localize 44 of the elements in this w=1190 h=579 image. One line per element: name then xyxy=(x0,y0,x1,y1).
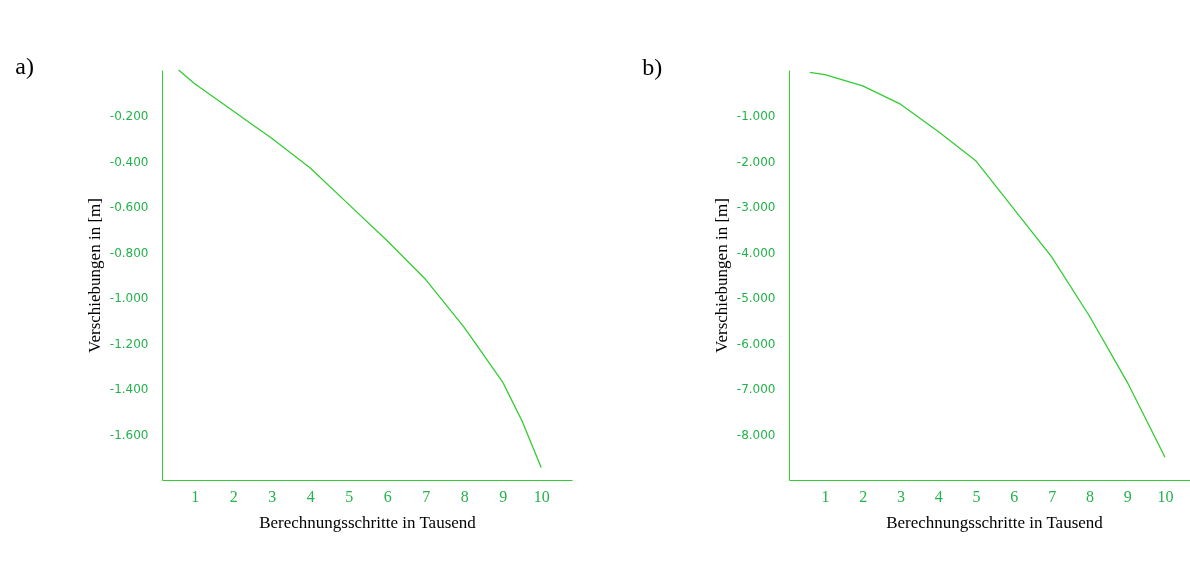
x-tick-label: 5 xyxy=(345,487,354,505)
x-tick-label: 3 xyxy=(896,487,905,505)
y-tick-label: -1.600 xyxy=(109,427,149,442)
line-series xyxy=(809,71,1166,458)
y-tick-label: -5.000 xyxy=(736,291,776,306)
x-tick-label: 4 xyxy=(934,487,943,505)
x-tick-label: 2 xyxy=(859,487,868,505)
chart-title: a) xyxy=(15,53,34,80)
y-tick-label: -1.000 xyxy=(736,109,776,124)
y-tick-label: -8.000 xyxy=(736,427,776,442)
y-tick-label: -0.200 xyxy=(109,109,149,124)
x-tick-label: 7 xyxy=(1048,487,1057,505)
x-tick-label: 1 xyxy=(821,487,830,505)
y-tick-label: -7.000 xyxy=(736,382,776,397)
y-tick-label: -0.800 xyxy=(109,245,149,260)
y-tick-label: -3.000 xyxy=(736,200,776,215)
x-tick-label: 8 xyxy=(1085,487,1094,505)
chart-title: b) xyxy=(642,54,663,80)
y-tick-label: -4.000 xyxy=(736,245,776,260)
y-tick-label: -1.000 xyxy=(109,291,149,306)
y-tick-label: -1.200 xyxy=(109,336,149,351)
x-tick-label: 7 xyxy=(422,487,431,505)
x-tick-label: 3 xyxy=(268,487,277,505)
line-series xyxy=(177,69,542,469)
x-tick-label: 8 xyxy=(460,487,469,505)
x-tick-label: 6 xyxy=(1010,487,1019,505)
x-tick-label: 5 xyxy=(972,487,981,505)
x-axis-title: Berechnungsschritte in Tausend xyxy=(259,512,477,532)
y-tick-label: -2.000 xyxy=(736,154,776,169)
y-tick-label: -0.400 xyxy=(109,154,149,169)
x-tick-label: 1 xyxy=(191,487,200,505)
x-tick-label: 2 xyxy=(229,487,238,505)
y-axis-title: Verschiebungen in [m] xyxy=(711,198,731,353)
y-tick-label: -6.000 xyxy=(736,336,776,351)
x-tick-label: 10 xyxy=(533,487,550,505)
x-tick-label: 4 xyxy=(306,487,315,505)
x-tick-label: 9 xyxy=(1123,487,1132,505)
x-tick-label: 10 xyxy=(1157,487,1174,505)
y-tick-label: -0.600 xyxy=(109,200,149,215)
y-axis-title: Verschiebungen in [m] xyxy=(84,198,104,353)
x-tick-label: 6 xyxy=(383,487,392,505)
x-tick-label: 9 xyxy=(499,487,508,505)
y-tick-label: -1.400 xyxy=(109,382,149,397)
x-axis-title: Berechnungsschritte in Tausend xyxy=(886,512,1104,532)
